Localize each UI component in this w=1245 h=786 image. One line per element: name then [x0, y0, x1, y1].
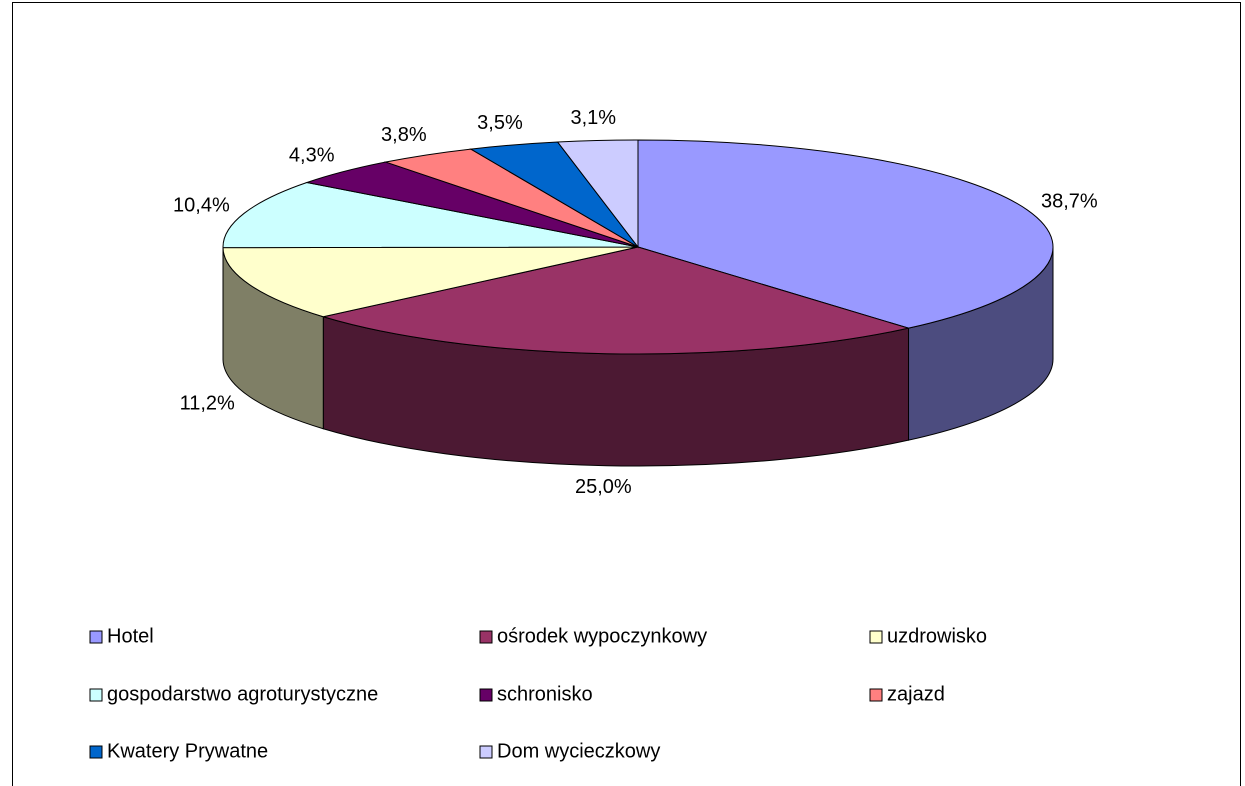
- legend-label: schronisko: [497, 683, 593, 705]
- data-label: 38,7%: [1041, 190, 1098, 212]
- data-label: 4,3%: [289, 144, 335, 166]
- slice: [637, 139, 1054, 329]
- data-label: 10,4%: [173, 195, 230, 217]
- legend-swatch: [89, 745, 103, 759]
- legend-label: uzdrowisko: [887, 625, 987, 647]
- data-label: 3,8%: [381, 124, 427, 146]
- legend-label: gospodarstwo agroturystyczne: [107, 683, 378, 705]
- legend-label: Kwatery Prywatne: [107, 740, 268, 762]
- slice: [321, 246, 911, 355]
- legend-label: Dom wycieczkowy: [497, 740, 660, 762]
- legend-swatch: [869, 630, 883, 644]
- data-label: 3,1%: [570, 107, 616, 129]
- legend-label: ośrodek wypoczynkowy: [497, 625, 707, 647]
- slice: [222, 246, 639, 318]
- legend-label: zajazd: [887, 683, 945, 705]
- slice: [556, 139, 639, 249]
- data-label: 25,0%: [575, 476, 632, 498]
- data-label: 3,5%: [477, 112, 523, 134]
- legend-swatch: [89, 688, 103, 702]
- slice: [222, 181, 639, 249]
- legend-swatch: [869, 688, 883, 702]
- legend-label: Hotel: [107, 625, 154, 647]
- legend-swatch: [479, 630, 493, 644]
- legend-swatch: [479, 688, 493, 702]
- legend-swatch: [89, 630, 103, 644]
- legend-swatch: [479, 745, 493, 759]
- data-label: 11,2%: [180, 393, 235, 415]
